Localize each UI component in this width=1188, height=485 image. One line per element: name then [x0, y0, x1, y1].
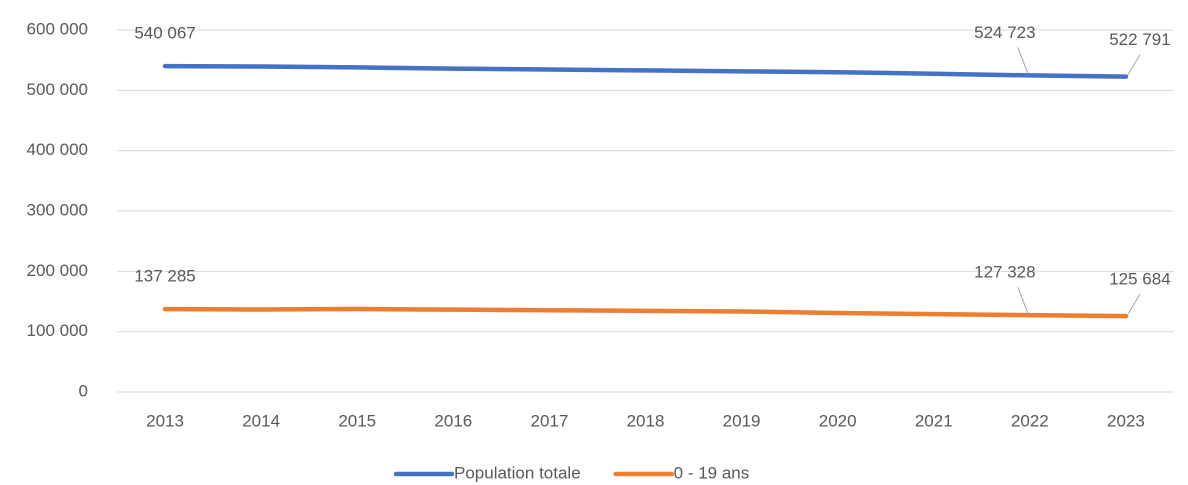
- x-tick-label: 2021: [915, 411, 953, 430]
- data-label: 127 328: [974, 263, 1035, 282]
- legend-label: Population totale: [454, 463, 581, 482]
- leader-line: [1017, 47, 1029, 74]
- y-tick-label: 300 000: [27, 200, 88, 219]
- y-tick-label: 500 000: [27, 80, 88, 99]
- x-tick-label: 2023: [1107, 411, 1145, 430]
- x-tick-label: 2022: [1011, 411, 1049, 430]
- y-tick-label: 400 000: [27, 140, 88, 159]
- line-series: [162, 63, 1129, 79]
- data-label: 540 067: [134, 24, 195, 43]
- data-label: 522 791: [1109, 30, 1170, 49]
- x-tick-label: 2019: [723, 411, 761, 430]
- leader-line: [1017, 286, 1029, 314]
- y-tick-label: 600 000: [27, 19, 88, 38]
- leader-line: [1127, 293, 1141, 315]
- leader-line: [1127, 54, 1141, 75]
- data-label: 137 285: [134, 267, 195, 286]
- x-tick-label: 2020: [819, 411, 857, 430]
- x-tick-label: 2018: [627, 411, 665, 430]
- data-label: 125 684: [1109, 270, 1170, 289]
- x-tick-label: 2015: [338, 411, 376, 430]
- data-label: 524 723: [974, 23, 1035, 42]
- legend-label: 0 - 19 ans: [674, 463, 750, 482]
- x-tick-label: 2014: [242, 411, 280, 430]
- y-tick-label: 200 000: [27, 261, 88, 280]
- line-series: [162, 306, 1129, 319]
- x-tick-label: 2017: [530, 411, 568, 430]
- x-tick-label: 2016: [434, 411, 472, 430]
- x-tick-label: 2013: [146, 411, 184, 430]
- y-tick-label: 100 000: [27, 321, 88, 340]
- y-tick-label: 0: [79, 381, 88, 400]
